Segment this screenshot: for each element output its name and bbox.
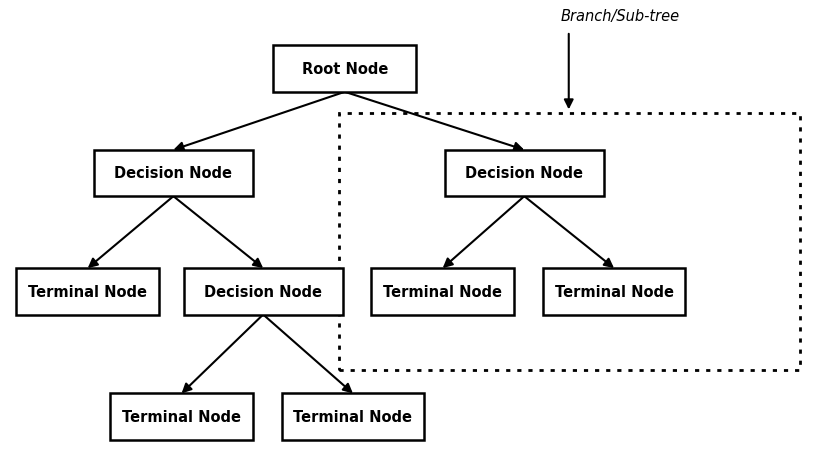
Text: Terminal Node: Terminal Node (555, 284, 673, 299)
Text: Terminal Node: Terminal Node (294, 409, 412, 424)
FancyBboxPatch shape (445, 150, 604, 197)
FancyBboxPatch shape (543, 269, 685, 315)
FancyBboxPatch shape (16, 269, 159, 315)
FancyBboxPatch shape (110, 394, 253, 440)
Text: Decision Node: Decision Node (465, 166, 583, 181)
Text: Root Node: Root Node (302, 62, 388, 77)
FancyBboxPatch shape (282, 394, 424, 440)
Text: Decision Node: Decision Node (204, 284, 322, 299)
Text: Terminal Node: Terminal Node (384, 284, 502, 299)
Text: Decision Node: Decision Node (114, 166, 233, 181)
FancyBboxPatch shape (94, 150, 253, 197)
FancyBboxPatch shape (371, 269, 514, 315)
Text: Terminal Node: Terminal Node (122, 409, 241, 424)
Text: Branch/Sub-tree: Branch/Sub-tree (561, 9, 680, 24)
FancyBboxPatch shape (273, 46, 416, 93)
Text: Terminal Node: Terminal Node (29, 284, 147, 299)
FancyBboxPatch shape (184, 269, 343, 315)
